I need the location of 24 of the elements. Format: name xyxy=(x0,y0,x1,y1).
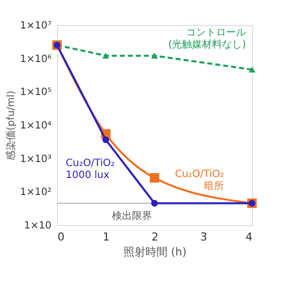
x-tick-label: 1 xyxy=(102,230,110,244)
x-tick-label: 3 xyxy=(200,230,208,244)
x-tick-label: 2 xyxy=(152,230,158,244)
x-tick-label: 4 xyxy=(246,230,252,244)
series-label: Cu₂O/TiO₂ 1000 lux xyxy=(66,158,115,181)
y-tick-label: 1×10³ xyxy=(20,154,52,165)
y-tick-label: 1×10⁶ xyxy=(20,54,52,65)
y-tick-label: 1×10⁵ xyxy=(20,87,52,98)
y-tick-label: 1×10 xyxy=(24,220,52,232)
point xyxy=(248,66,256,72)
y-axis-title: 感染価(pfu/ml) xyxy=(5,90,18,160)
y-tick-label: 1×10⁴ xyxy=(20,120,52,132)
series-label: Cu₂O/TiO₂ 暗所 xyxy=(174,169,224,192)
point xyxy=(151,52,158,59)
y-tick-label: 1×10⁷ xyxy=(20,20,52,32)
point xyxy=(150,173,160,183)
point xyxy=(102,136,110,144)
point xyxy=(102,52,110,59)
series-label: コントロール (光触媒材料なし) xyxy=(168,28,246,51)
x-tick-label: 0 xyxy=(58,230,64,244)
point xyxy=(151,200,158,207)
y-tick-label: 1×10² xyxy=(20,187,52,198)
x-axis-title: 照射時間 (h) xyxy=(123,246,187,258)
ref-line-label: 検出限界 xyxy=(112,210,152,222)
